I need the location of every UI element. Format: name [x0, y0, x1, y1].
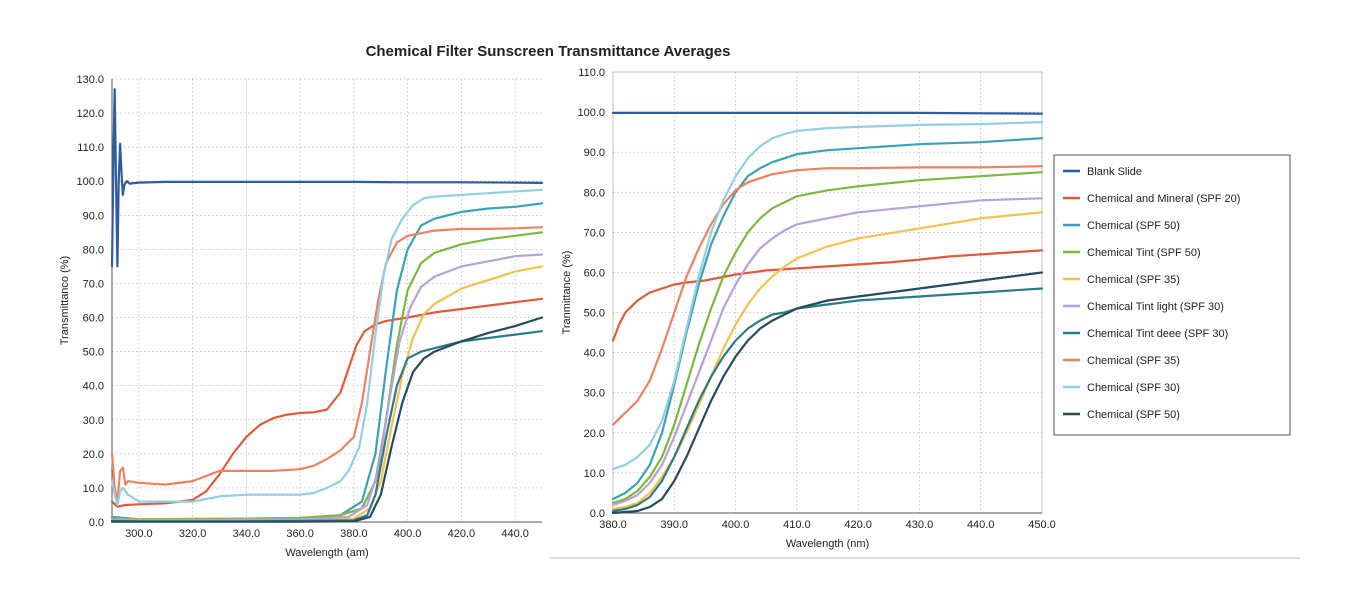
x-tick-label: 380.0	[599, 519, 627, 531]
y-tick-label: 30.0	[83, 415, 104, 427]
y-tick-label: 60.0	[584, 267, 605, 279]
y-tick-label: 70.0	[584, 227, 605, 239]
legend-entry: Chemical (SPF 35)	[1087, 355, 1180, 367]
series-line-2	[611, 249, 1044, 342]
x-tick-label: 390.0	[661, 519, 689, 531]
legend-entry: Chemical Tint (SPF 50)	[1087, 247, 1201, 259]
y-tick-label: 90.0	[584, 147, 605, 159]
y-tick-label: 30.0	[584, 388, 605, 400]
chart-left: 0.0 10.0 20.0 30.0 40.0 50.0 60.0 70.0 80.0 90.0 1…	[59, 74, 544, 559]
series-line-7	[110, 330, 544, 523]
y-tick-label: 50.0	[584, 308, 605, 320]
y-tick-label: 0.0	[590, 508, 605, 520]
series-line-4	[611, 171, 1044, 505]
y-tick-label: 40.0	[584, 348, 605, 360]
legend-entry: Chemical (SPF 50)	[1087, 220, 1180, 232]
y-tick-label: 90.0	[83, 210, 104, 222]
y-tick-label: 20.0	[83, 449, 104, 461]
series-line-6	[611, 197, 1044, 507]
series-line-2	[110, 297, 544, 508]
y-tick-label: 70.0	[83, 278, 104, 290]
series-line-6	[110, 253, 544, 522]
series-line-3	[110, 202, 544, 521]
x-axis-label: Wavelength (am)	[285, 547, 368, 559]
series-line-10	[611, 271, 1044, 515]
x-tick-label: 360.0	[286, 528, 314, 540]
x-tick-label: 430.0	[906, 519, 934, 531]
legend: Blank Slide Chemical and Mineral (SPF 20)…	[1053, 154, 1291, 436]
y-axis-label: Tranmittance (%)	[561, 251, 573, 335]
y-tick-label: 80.0	[83, 244, 104, 256]
y-tick-label: 110.0	[77, 142, 104, 154]
series-line-1	[611, 111, 1044, 115]
series-line-3	[611, 137, 1044, 501]
y-tick-label: 10.0	[83, 483, 104, 495]
y-tick-label: 20.0	[584, 428, 605, 440]
y-tick-label: 100.0	[577, 107, 605, 119]
figure-title: Chemical Filter Sunscreen Transmittance …	[366, 43, 731, 60]
x-tick-label: 380.0	[340, 528, 368, 540]
x-tick-label: 340.0	[233, 528, 261, 540]
series-line-9	[110, 188, 544, 507]
legend-box	[1053, 154, 1291, 436]
x-tick-label: 440.0	[967, 519, 995, 531]
x-tick-label: 420.0	[448, 528, 476, 540]
y-tick-label: 60.0	[83, 313, 104, 325]
legend-entry: Chemical (SPF 35)	[1087, 274, 1180, 286]
series-line-1	[110, 88, 544, 268]
y-tick-label: 0.0	[89, 517, 104, 529]
y-tick-label: 80.0	[584, 187, 605, 199]
y-tick-label: 40.0	[83, 381, 104, 393]
legend-entry: Blank Slide	[1087, 166, 1142, 178]
legend-entry: Chemical (SPF 50)	[1087, 409, 1180, 421]
series-line-4	[110, 231, 544, 521]
legend-entry: Chemical Tint light (SPF 30)	[1087, 301, 1224, 313]
series-line-8	[110, 226, 544, 503]
x-tick-label: 400.0	[722, 519, 750, 531]
x-axis-label: Wavelength (nm)	[786, 538, 869, 550]
y-tick-label: 100.0	[76, 176, 104, 188]
y-axis-label: Transmittanco (%)	[59, 256, 71, 345]
x-tick-label: 450.0	[1028, 519, 1056, 531]
legend-entry: Chemical Tint deee (SPF 30)	[1087, 328, 1228, 340]
series-line-5	[611, 211, 1044, 511]
x-tick-label: 320.0	[179, 528, 207, 540]
x-tick-label: 420.0	[844, 519, 872, 531]
series-line-10	[110, 316, 544, 523]
legend-entry: Chemical and Mineral (SPF 20)	[1087, 193, 1240, 205]
y-tick-label: 130.0	[76, 74, 104, 86]
series-line-7	[611, 287, 1044, 513]
chart-right: 0.0 10.0 20.0 30.0 40.0 50.0 60.0 70.0 80.0 90.0 1…	[550, 67, 1300, 559]
y-tick-label: 50.0	[83, 347, 104, 359]
y-tick-label: 110.0	[578, 67, 605, 79]
legend-entry: Chemical (SPF 30)	[1087, 382, 1180, 394]
series-line-9	[611, 121, 1044, 470]
series-line-8	[611, 165, 1044, 426]
x-tick-label: 400.0	[394, 528, 422, 540]
x-tick-label: 410.0	[783, 519, 811, 531]
x-tick-label: 440.0	[501, 528, 529, 540]
x-tick-label: 300.0	[125, 528, 153, 540]
y-tick-label: 120.0	[76, 108, 104, 120]
y-tick-label: 10.0	[584, 468, 605, 480]
